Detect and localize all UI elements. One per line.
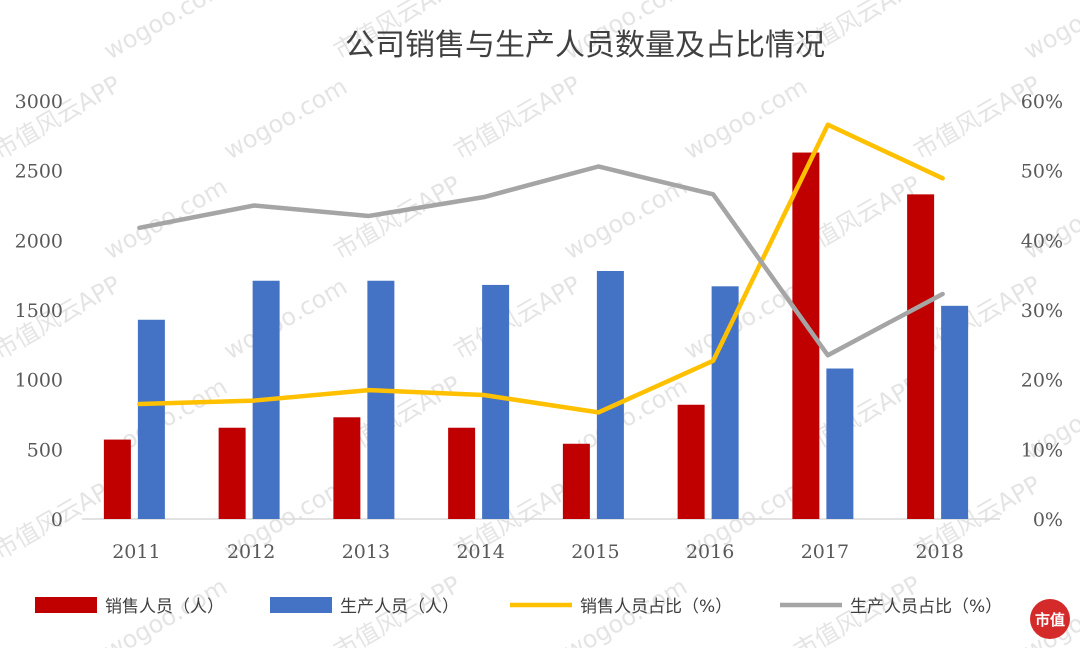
bar-sales	[218, 427, 246, 519]
left-axis-tick-label: 2500	[15, 161, 63, 183]
x-axis-tick-label: 2016	[686, 541, 734, 563]
right-axis-tick-label: 10%	[1021, 439, 1063, 461]
x-axis-tick-label: 2013	[342, 541, 390, 563]
right-axis-tick-label: 60%	[1021, 91, 1063, 113]
line-production-ratio	[137, 164, 945, 358]
right-axis-tick-label: 40%	[1021, 230, 1063, 252]
watermark-text: 市值风云APP	[909, 70, 1045, 165]
bar-sales	[562, 443, 590, 519]
legend-label: 销售人员（人）	[105, 597, 224, 617]
legend-label: 生产人员（人）	[340, 597, 459, 617]
watermark-text: 市值风云APP	[0, 0, 5, 65]
watermark-text: 市值风云APP	[329, 170, 465, 265]
lines-layer	[137, 122, 945, 415]
legend-swatch	[35, 597, 97, 613]
logo-text: 市值	[1035, 611, 1065, 629]
legend-swatch	[270, 597, 332, 613]
watermark-text: wogoo.com	[99, 0, 232, 65]
bar-production	[941, 305, 969, 519]
left-axis-tick-label: 1000	[15, 370, 63, 392]
bar-production	[826, 368, 854, 519]
bar-sales	[103, 439, 131, 519]
left-axis: 0 500 1000 1500 2000 2500 3000	[15, 91, 63, 531]
right-axis-tick-label: 0%	[1033, 509, 1063, 531]
left-axis-tick-label: 2000	[15, 230, 63, 252]
legend: 销售人员（人） 生产人员（人） 销售人员占比（%） 生产人员占比（%）	[35, 597, 1002, 617]
bar-production	[367, 280, 395, 519]
right-axis-tick-label: 20%	[1021, 370, 1063, 392]
left-axis-tick-label: 1500	[15, 300, 63, 322]
x-axis-ticks: 2011 2012 2013 2014 2015 2016 2017 2018	[112, 541, 964, 563]
left-axis-tick-label: 500	[27, 439, 63, 461]
x-axis-tick-label: 2012	[227, 541, 275, 563]
watermark-text: 市值风云APP	[0, 570, 5, 648]
watermark-text: wogoo.com	[679, 272, 812, 365]
line-sales-ratio	[137, 122, 945, 415]
bar-production	[137, 319, 165, 519]
watermark-text: wogoo.com	[1019, 0, 1080, 65]
watermark-text: 市值风云APP	[0, 70, 125, 165]
x-axis-tick-label: 2011	[112, 541, 160, 563]
watermark-text: 市值风云APP	[0, 170, 5, 265]
legend-label: 销售人员占比（%）	[580, 597, 732, 617]
x-axis-tick-label: 2015	[571, 541, 619, 563]
watermark-text: wogoo.com	[679, 72, 812, 165]
x-axis-tick-label: 2018	[915, 541, 963, 563]
bar-production	[596, 270, 624, 519]
bar-sales	[448, 427, 476, 519]
bar-production	[482, 284, 510, 519]
bar-sales	[907, 194, 935, 519]
watermark-text: wogoo.com	[219, 72, 352, 165]
bars-layer	[103, 152, 969, 519]
bar-sales	[333, 417, 361, 519]
logo-badge	[1030, 599, 1070, 639]
right-axis: 0% 10% 20% 30% 40% 50% 60%	[1021, 91, 1063, 531]
chart-title: 公司销售与生产人员数量及占比情况	[345, 28, 825, 63]
legend-label: 生产人员占比（%）	[850, 597, 1002, 617]
left-axis-tick-label: 3000	[15, 91, 63, 113]
brand-logo: 市值	[1030, 599, 1070, 639]
bar-sales	[677, 404, 705, 519]
watermark-text: wogoo.com	[99, 172, 232, 265]
right-axis-tick-label: 50%	[1021, 161, 1063, 183]
watermark-text: 市值风云APP	[0, 370, 5, 465]
left-axis-tick-label: 0	[51, 509, 63, 531]
right-axis-tick-label: 30%	[1021, 300, 1063, 322]
bar-production	[711, 286, 739, 519]
watermark-text: wogoo.com	[219, 272, 352, 365]
watermark-text: 市值风云APP	[449, 270, 585, 365]
watermark-text: 市值风云APP	[449, 70, 585, 165]
x-axis-tick-label: 2017	[801, 541, 849, 563]
x-axis-tick-label: 2014	[456, 541, 504, 563]
